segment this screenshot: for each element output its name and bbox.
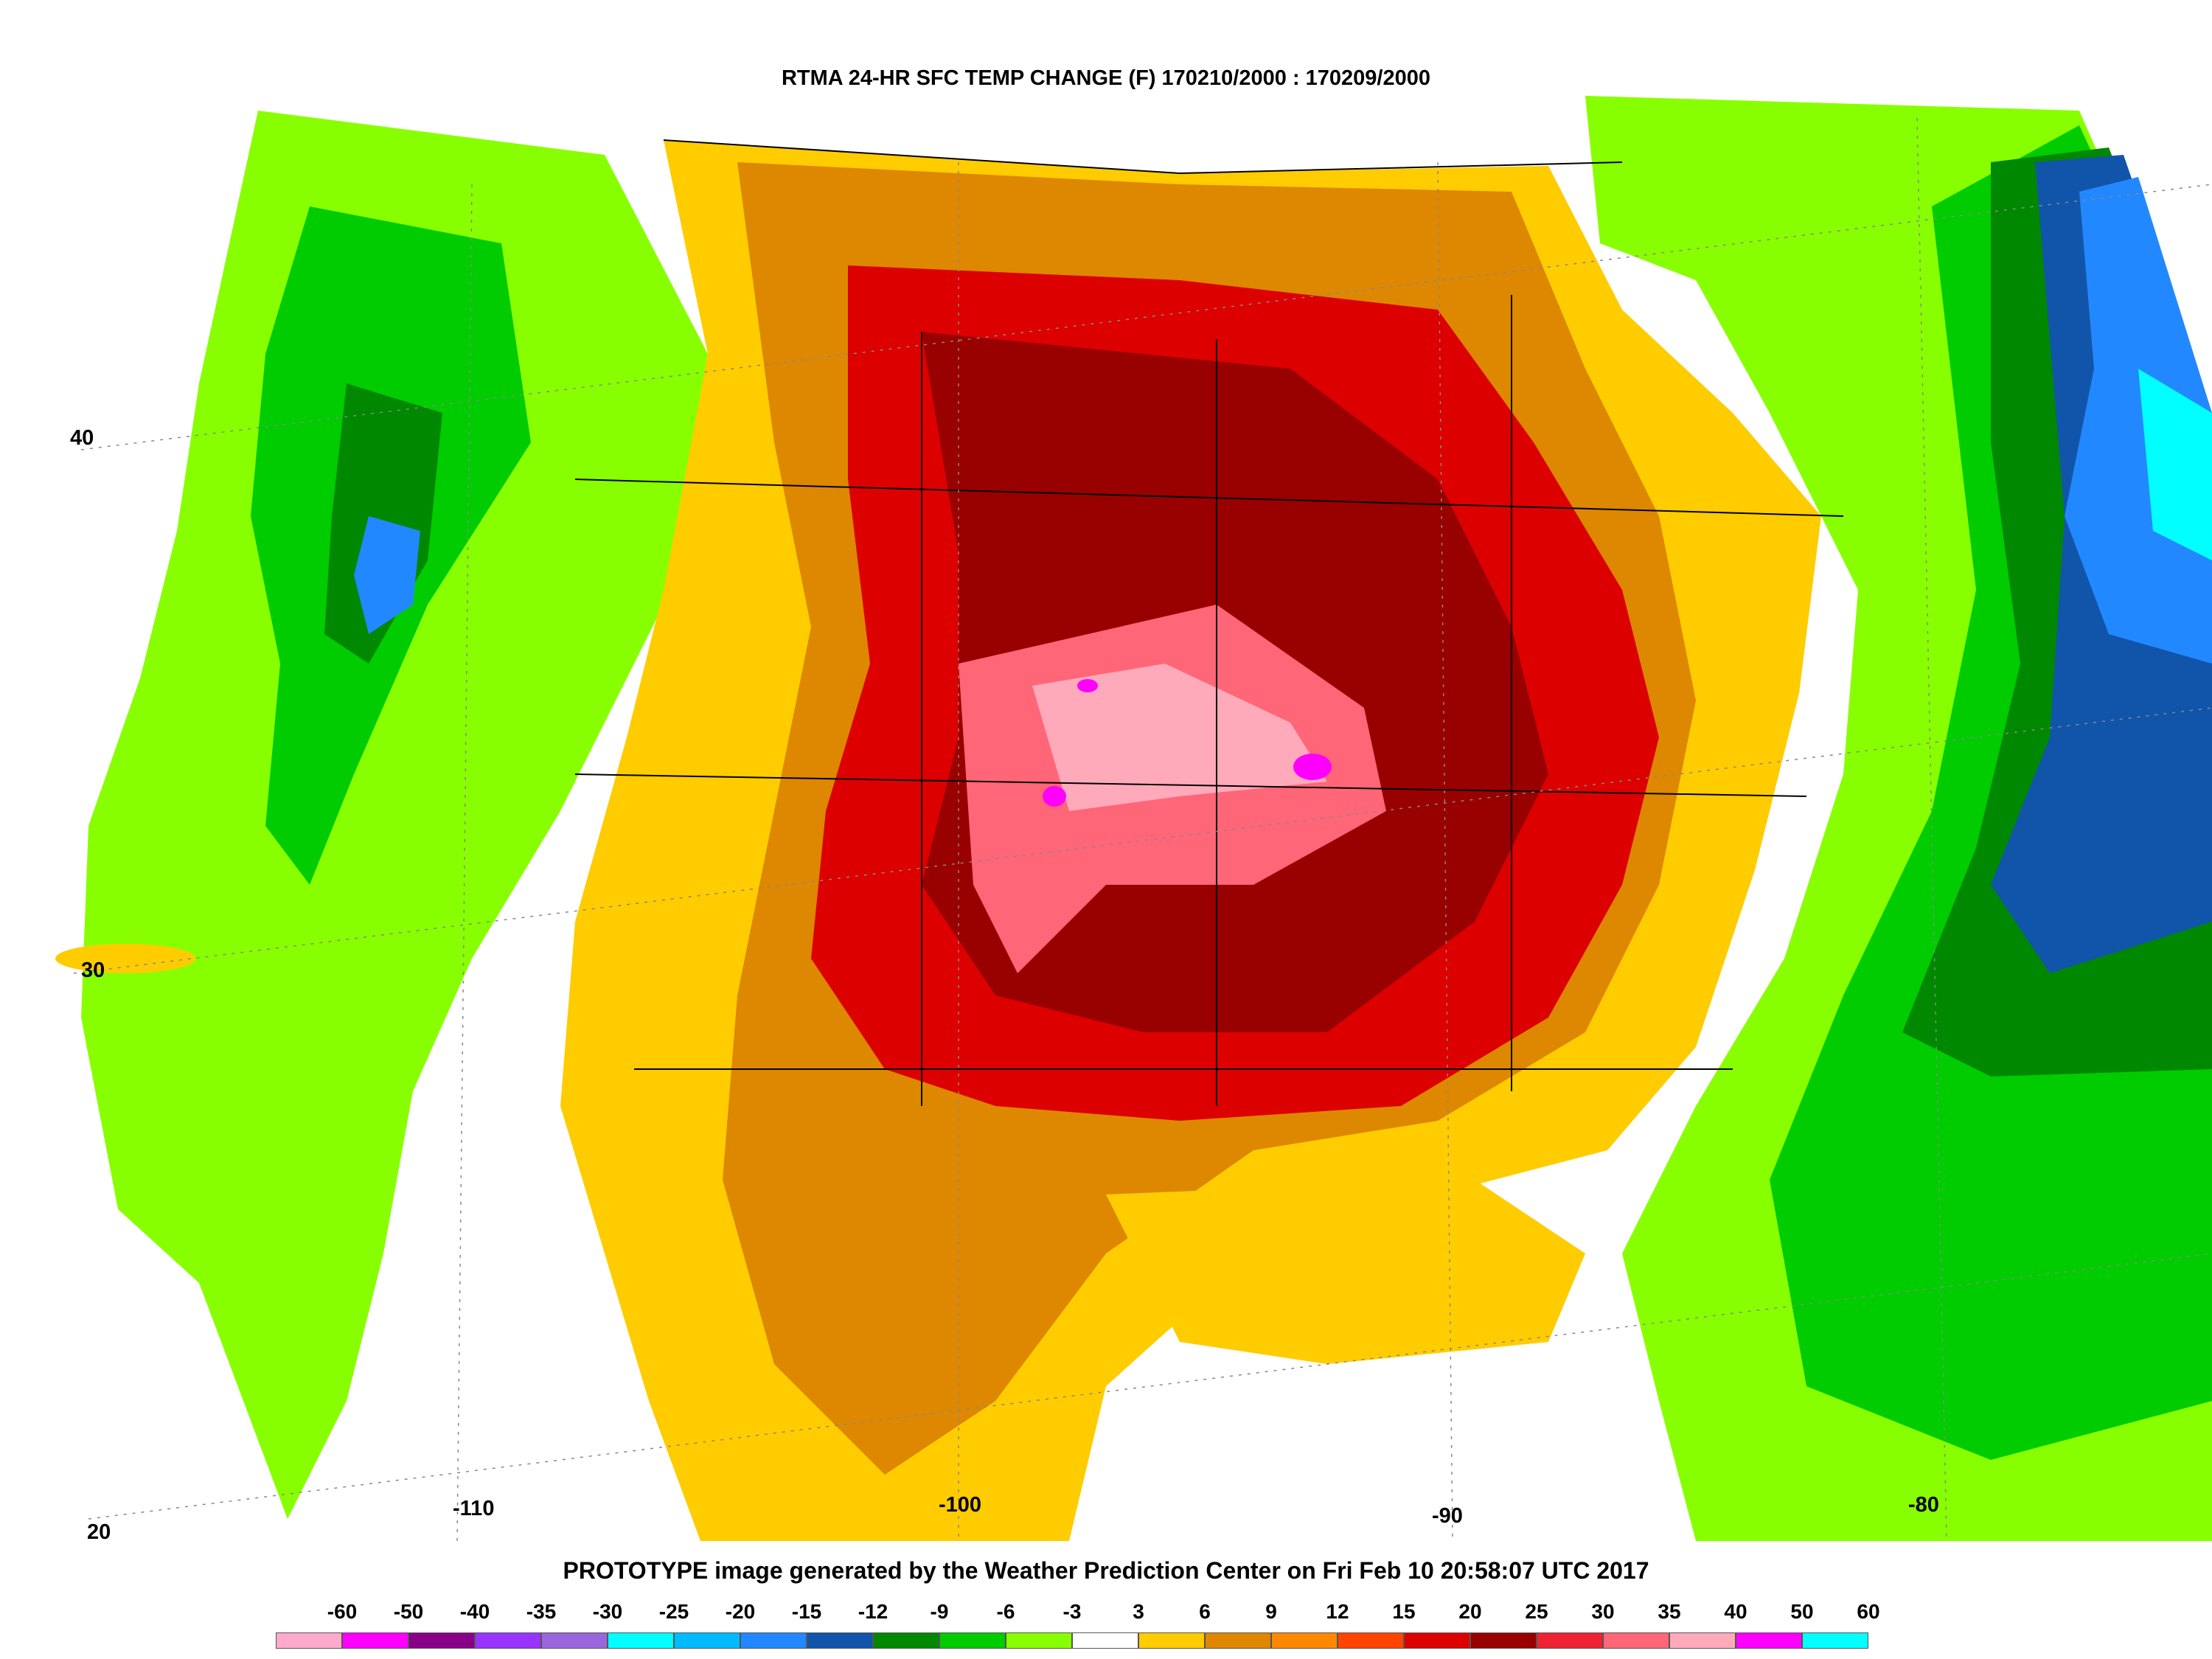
legend-label: 40 — [1724, 1600, 1747, 1623]
magenta-spot-1 — [1043, 786, 1066, 807]
legend-swatch — [674, 1632, 740, 1649]
color-legend: -60 -50 -40 -35 -30 -25 -20 -15 -12 -9 -6 -3 3 6 9 12 15… — [276, 1600, 1937, 1652]
magenta-spot-2 — [1293, 754, 1332, 780]
legend-swatch — [408, 1632, 475, 1649]
legend-label: -50 — [393, 1600, 424, 1623]
legend-label: 30 — [1591, 1600, 1615, 1623]
magenta-spot-3 — [1077, 679, 1098, 692]
west-cooling-region — [81, 111, 708, 1519]
legend-swatch — [939, 1632, 1006, 1649]
legend-label: -6 — [996, 1600, 1015, 1623]
legend-swatch — [1603, 1632, 1669, 1649]
map-title: RTMA 24-HR SFC TEMP CHANGE (F) 170210/20… — [781, 66, 1430, 90]
footer-caption: PROTOTYPE image generated by the Weather… — [563, 1557, 1649, 1584]
graticule-lines — [73, 117, 2212, 1542]
legend-swatch — [1138, 1632, 1205, 1649]
legend-swatch — [1404, 1632, 1470, 1649]
east-cooling-cyan — [2138, 369, 2212, 560]
legend-swatch — [276, 1632, 342, 1649]
legend-label: -40 — [459, 1600, 490, 1623]
legend-label: 9 — [1265, 1600, 1277, 1623]
longitude-label-110: -110 — [453, 1497, 495, 1520]
legend-swatch — [807, 1632, 873, 1649]
legend-label: -60 — [327, 1600, 358, 1623]
legend-label: -12 — [858, 1600, 888, 1623]
legend-label: -9 — [930, 1600, 949, 1623]
boundary-lines — [574, 139, 1844, 1106]
longitude-label-100: -100 — [939, 1493, 982, 1517]
legend-label: 60 — [1857, 1600, 1880, 1623]
longitude-label-80: -80 — [1908, 1493, 1939, 1517]
pacific-warm-blob — [55, 944, 195, 973]
latitude-label-20: 20 — [87, 1520, 111, 1544]
legend-label: 15 — [1392, 1600, 1416, 1623]
legend-label: 20 — [1458, 1600, 1482, 1623]
legend-label: -3 — [1062, 1600, 1082, 1623]
legend-swatch — [873, 1632, 939, 1649]
legend-swatch — [1072, 1632, 1138, 1649]
legend-label: -15 — [791, 1600, 822, 1623]
legend-label: 25 — [1525, 1600, 1548, 1623]
legend-swatch — [1736, 1632, 1802, 1649]
legend-swatch — [1802, 1632, 1868, 1649]
legend-swatch — [342, 1632, 408, 1649]
legend-swatch — [1271, 1632, 1338, 1649]
west-blue-patch — [354, 516, 420, 634]
legend-swatch — [1338, 1632, 1404, 1649]
longitude-label-90: -90 — [1432, 1504, 1463, 1528]
legend-label: -35 — [526, 1600, 557, 1623]
legend-label: -25 — [658, 1600, 689, 1623]
legend-swatch — [740, 1632, 807, 1649]
legend-swatch — [541, 1632, 608, 1649]
latitude-label-30: 30 — [81, 959, 105, 982]
legend-label: 50 — [1790, 1600, 1814, 1623]
latitude-label-40: 40 — [70, 426, 94, 450]
gulf-warming — [1106, 1180, 1585, 1364]
legend-swatch — [1006, 1632, 1072, 1649]
legend-label: -20 — [725, 1600, 756, 1623]
legend-swatch — [475, 1632, 541, 1649]
legend-label: 6 — [1199, 1600, 1211, 1623]
legend-swatch — [1537, 1632, 1603, 1649]
legend-label: -30 — [592, 1600, 623, 1623]
legend-swatch — [1669, 1632, 1736, 1649]
legend-label: 12 — [1326, 1600, 1349, 1623]
central-warming-max — [1032, 664, 1327, 811]
legend-label: 3 — [1133, 1600, 1144, 1623]
legend-swatch — [1470, 1632, 1537, 1649]
legend-swatch — [608, 1632, 674, 1649]
legend-swatch — [1205, 1632, 1271, 1649]
legend-label: 35 — [1658, 1600, 1681, 1623]
